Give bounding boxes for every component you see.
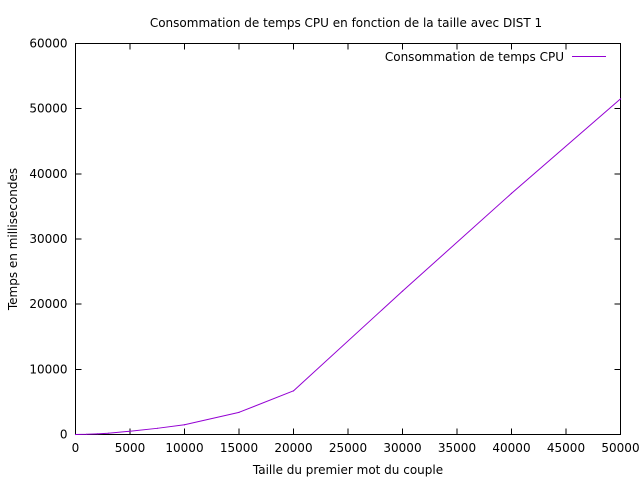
x-tick-label: 10000 xyxy=(165,441,203,455)
y-axis: 0 10000 20000 30000 40000 50000 60000 xyxy=(29,37,621,442)
x-axis-label: Taille du premier mot du couple xyxy=(252,463,443,477)
x-axis: 0 5000 10000 15000 20000 25000 30000 35000 40000… xyxy=(72,43,640,455)
data-point xyxy=(85,433,87,435)
x-tick-label: 0 xyxy=(72,441,80,455)
y-tick-label: 30000 xyxy=(29,232,67,246)
data-point xyxy=(510,192,513,194)
data-point xyxy=(183,424,186,426)
y-tick-label: 10000 xyxy=(29,362,67,376)
data-point xyxy=(619,98,622,100)
x-tick-label: 50000 xyxy=(601,441,639,455)
data-point xyxy=(74,433,77,436)
data-point xyxy=(129,430,131,432)
legend: Consommation de temps CPU xyxy=(385,50,606,64)
y-tick-label: 40000 xyxy=(29,167,67,181)
data-point xyxy=(96,433,98,435)
chart-title: Consommation de temps CPU en fonction de… xyxy=(150,16,542,30)
plot-area-frame xyxy=(75,43,621,435)
y-tick-label: 50000 xyxy=(29,102,67,116)
data-point xyxy=(401,290,404,292)
y-tick-label: 60000 xyxy=(29,37,67,51)
x-tick-label: 45000 xyxy=(547,441,585,455)
series-line-0 xyxy=(75,98,621,435)
data-point xyxy=(107,432,109,434)
x-tick-label: 5000 xyxy=(115,441,146,455)
x-tick-label: 25000 xyxy=(329,441,367,455)
x-tick-label: 40000 xyxy=(492,441,530,455)
data-point xyxy=(156,427,158,429)
y-tick-label: 0 xyxy=(60,428,68,442)
data-point xyxy=(292,390,295,392)
x-tick-label: 35000 xyxy=(438,441,476,455)
legend-label: Consommation de temps CPU xyxy=(385,50,564,64)
x-tick-label: 20000 xyxy=(274,441,312,455)
series-layer xyxy=(74,98,622,436)
y-axis-label: Temps en millisecondes xyxy=(6,168,20,311)
x-tick-label: 30000 xyxy=(383,441,421,455)
data-point xyxy=(238,411,240,413)
x-tick-label: 15000 xyxy=(220,441,258,455)
y-tick-label: 20000 xyxy=(29,297,67,311)
